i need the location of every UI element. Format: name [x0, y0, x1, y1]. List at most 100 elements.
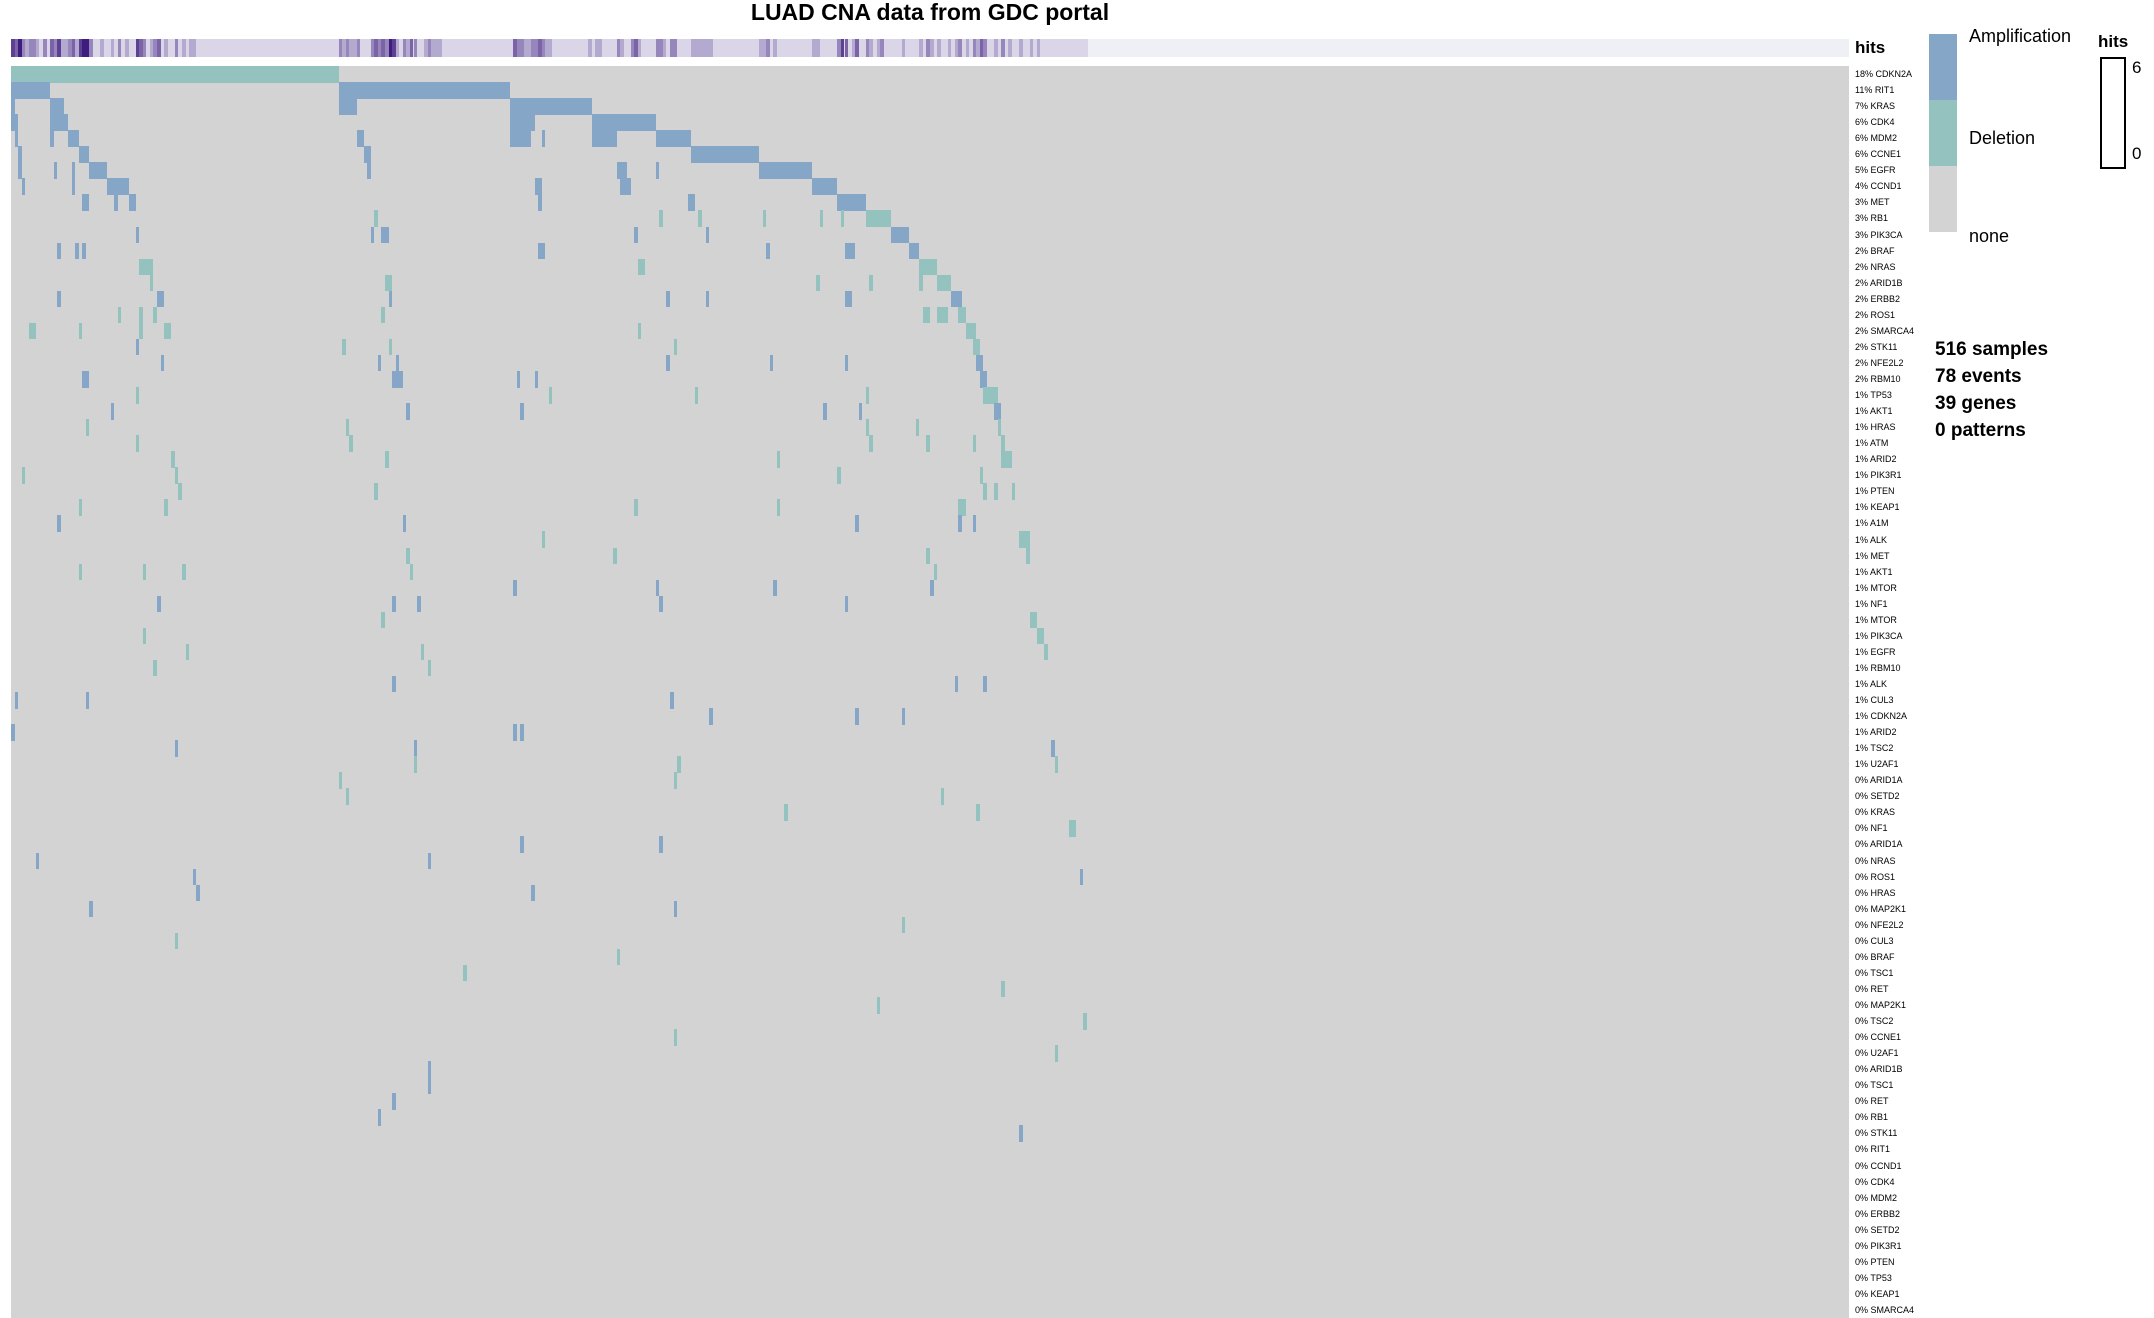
hits-cell [812, 39, 820, 57]
alteration-cell [698, 210, 703, 227]
alteration-cell [869, 274, 873, 292]
row-label: 2% BRAF [1855, 245, 1895, 256]
alteration-cell [409, 563, 414, 581]
alteration-cell [965, 322, 977, 340]
alteration-cell [844, 595, 849, 613]
row-label: 0% RET [1855, 983, 1889, 994]
alteration-cell [367, 162, 371, 179]
alteration-cell [28, 322, 36, 340]
alteration-cell [142, 627, 147, 645]
alteration-cell [983, 675, 987, 693]
row-label: 2% NRAS [1855, 261, 1896, 272]
hits-cell [11, 39, 15, 57]
alteration-cell [78, 563, 83, 581]
row-label: 2% ROS1 [1855, 309, 1896, 320]
alteration-cell [381, 226, 389, 244]
hits-cell [844, 39, 849, 57]
alteration-cell [1001, 980, 1005, 998]
alteration-cell [392, 1093, 396, 1110]
row-label: 3% RB1 [1855, 213, 1889, 224]
row-label: 3% PIK3CA [1855, 229, 1903, 240]
row-label: 1% RBM10 [1855, 662, 1901, 673]
hits-cell [930, 39, 934, 57]
alteration-cell [78, 499, 83, 516]
row-label: 4% CCND1 [1855, 181, 1902, 192]
row-label: 1% MTOR [1855, 582, 1897, 593]
hits-cell [516, 39, 524, 57]
alteration-cell [694, 387, 699, 404]
hits-cell [89, 39, 93, 57]
row-label: 1% KEAP1 [1855, 502, 1900, 513]
hits-cell [374, 39, 378, 57]
alteration-cell [1001, 435, 1005, 452]
hits-cell [979, 39, 984, 57]
alteration-cell [997, 419, 1002, 436]
hits-cell [669, 39, 678, 57]
alteration-cell [634, 226, 638, 244]
alteration-cell [57, 242, 61, 260]
alteration-cell [71, 178, 76, 195]
alteration-cell [114, 194, 118, 211]
alteration-cell [135, 435, 140, 452]
row-label: 1% NF1 [1855, 598, 1888, 609]
hits-cell [851, 39, 856, 57]
alteration-cell [21, 178, 26, 195]
alteration-cell [976, 804, 980, 821]
alteration-cell [844, 242, 856, 260]
hits-cell [18, 39, 22, 57]
alteration-cell [107, 178, 129, 195]
alteration-cell [933, 563, 938, 581]
summary-stats: 516 samples 78 events 39 genes 0 pattern… [1935, 336, 2048, 444]
alteration-cell [922, 306, 930, 324]
alteration-cell [513, 724, 517, 741]
hits-cell [385, 39, 389, 57]
alteration-cell [18, 162, 22, 179]
hits-cell [100, 39, 104, 57]
alteration-cell [164, 322, 172, 340]
hits-cell [142, 39, 147, 57]
alteration-cell [858, 403, 863, 420]
alteration-cell [869, 435, 873, 452]
alteration-cell [541, 130, 546, 147]
alteration-cell [71, 162, 76, 179]
row-label: 0% ERBB2 [1855, 1208, 1901, 1219]
alteration-cell [958, 515, 963, 532]
alteration-cell [655, 130, 692, 147]
alteration-cell [783, 804, 788, 821]
hits-cell [431, 39, 442, 57]
row-label: 0% NRAS [1855, 855, 1896, 866]
alteration-cell [908, 242, 920, 260]
alteration-cell [374, 210, 378, 227]
hits-cell [538, 39, 542, 57]
alteration-cell [427, 852, 432, 870]
row-label: 1% U2AF1 [1855, 759, 1899, 770]
alteration-cell [196, 884, 200, 902]
hits-cell [409, 39, 414, 57]
hits-cell [164, 39, 168, 57]
hits-cell [395, 39, 400, 57]
alteration-cell [139, 258, 154, 276]
hits-cell [947, 39, 952, 57]
hits-cell [958, 39, 963, 57]
hits-cell [117, 39, 122, 57]
alteration-cell [18, 146, 22, 163]
hits-cell [370, 39, 375, 57]
alteration-cell [937, 274, 952, 292]
row-label: 1% A1M [1855, 518, 1889, 529]
alteration-cell [1019, 1125, 1023, 1142]
alteration-cell [669, 692, 674, 709]
row-label: 3% MET [1855, 197, 1890, 208]
alteration-cell [135, 387, 140, 404]
alteration-cell [655, 579, 660, 597]
hits-cell [926, 39, 930, 57]
alteration-cell [377, 354, 382, 372]
hits-cell [630, 39, 635, 57]
alteration-cell [1068, 820, 1077, 837]
alteration-cell [142, 563, 147, 581]
hits-cell [595, 39, 603, 57]
alteration-cell [673, 338, 678, 356]
alteration-cell [962, 499, 966, 516]
alteration-cell [677, 756, 681, 773]
alteration-cell [776, 451, 781, 468]
alteration-cell [78, 322, 83, 340]
